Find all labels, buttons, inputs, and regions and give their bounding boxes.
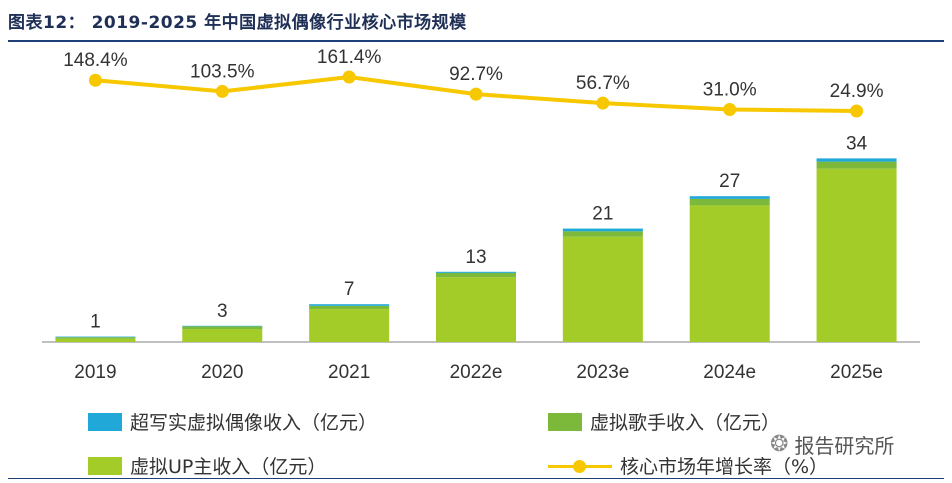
bar-total-label: 3 [217,301,228,322]
legend-label-growth: 核心市场年增长率（%） [620,456,829,478]
chart-title: 图表12： 2019-2025 年中国虚拟偶像行业核心市场规模 [8,13,467,33]
growth-label: 103.5% [190,61,255,82]
growth-label: 161.4% [317,47,382,68]
growth-label: 56.7% [576,73,630,94]
x-tick-label: 2022e [450,362,503,383]
growth-label: 148.4% [63,50,128,71]
x-tick-label: 2020 [201,362,243,383]
growth-point [88,73,102,87]
legend-up: 虚拟UP主收入（亿元） [88,452,326,479]
legend-swatch-up [88,456,122,475]
growth-point [215,84,229,98]
bar-total-label: 7 [344,279,355,300]
growth-label: 31.0% [703,79,757,100]
legend-swatch-growth [548,457,612,475]
bar-singer-2019 [55,337,136,339]
bar-singer-2020 [182,326,263,330]
legend-growth: 核心市场年增长率（%） [548,452,828,479]
growth-point [723,102,737,116]
legend-label-singer: 虚拟歌手收入（亿元） [590,412,781,434]
bar-up-2021 [309,309,390,342]
bar-up-2022e [436,277,516,342]
bottom-rule [8,478,944,479]
legend-swatch-realistic [88,412,122,431]
bar-realistic-2022e [436,271,516,273]
bar-realistic-2021 [309,304,390,306]
bar-realistic-2024e [689,196,770,199]
watermark-text: 报告研究所 [794,434,895,458]
growth-point [469,87,483,101]
bar-realistic-2023e [562,228,643,232]
bar-total-label: 34 [846,133,868,154]
bar-up-2024e [689,205,770,342]
bar-realistic-2020 [182,325,263,327]
x-tick-label: 2025e [830,362,883,383]
watermark: ❂ 报告研究所 [770,430,894,459]
legend-singer: 虚拟歌手收入（亿元） [548,408,780,435]
x-tick-label: 2024e [703,362,756,383]
growth-point [596,96,610,110]
bar-up-2019 [55,338,136,342]
wechat-icon: ❂ [770,432,789,457]
bar-total-label: 21 [592,204,613,225]
bar-total-label: 1 [90,312,101,333]
bar-singer-2025e [816,161,897,169]
x-tick-label: 2019 [74,362,116,383]
legend-swatch-singer [548,412,582,431]
x-tick-label: 2023e [576,362,629,383]
bar-realistic-2025e [816,158,897,162]
legend-label-realistic: 超写实虚拟偶像收入（亿元） [130,412,378,434]
chart-area: 1 2019 3 2020 7 2021 13 2022e 21 2023e 27 2024e 34 20… [42,47,920,383]
legend-realistic: 超写实虚拟偶像收入（亿元） [88,408,377,435]
bar-singer-2022e [436,272,516,278]
title-rule [8,40,944,42]
x-tick-label: 2021 [328,362,370,383]
bar-up-2020 [182,329,263,342]
bar-up-2025e [816,168,897,342]
bar-total-label: 27 [719,171,740,192]
growth-point [850,104,864,118]
growth-label: 92.7% [449,64,503,85]
growth-label: 24.9% [830,81,884,102]
bar-realistic-2019 [55,336,136,338]
growth-point [342,70,356,84]
bar-up-2023e [562,236,643,342]
bar-singer-2024e [689,198,770,206]
bar-singer-2021 [309,305,390,310]
legend-label-up: 虚拟UP主收入（亿元） [130,456,327,478]
bar-singer-2023e [562,231,643,237]
bar-total-label: 13 [465,247,486,268]
